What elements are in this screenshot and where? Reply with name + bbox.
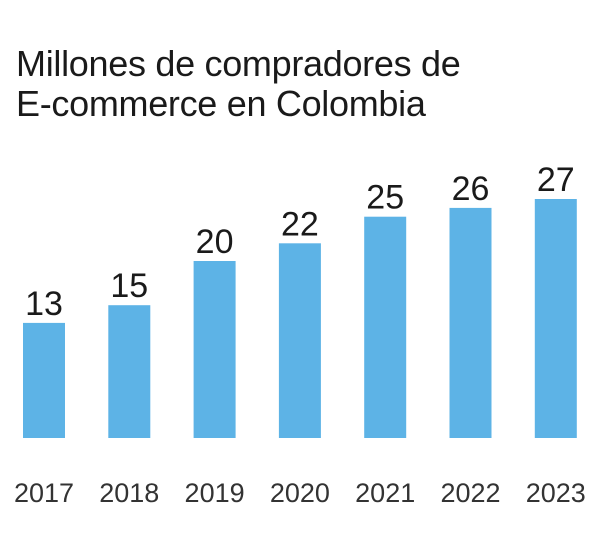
- x-tick-label-2020: 2020: [270, 478, 330, 508]
- bar-2022: [449, 207, 492, 438]
- bar-2023: [534, 199, 577, 438]
- bar-2018: [108, 305, 151, 438]
- x-tick-label-2018: 2018: [99, 478, 159, 508]
- bar-2019: [193, 261, 236, 438]
- data-label-2021: 25: [366, 179, 404, 217]
- data-label-2020: 22: [281, 205, 319, 243]
- bar-2017: [23, 322, 65, 438]
- data-label-2023: 27: [537, 161, 575, 199]
- data-label-2017: 13: [25, 285, 63, 323]
- x-tick-label-2022: 2022: [440, 478, 500, 508]
- x-tick-label-2019: 2019: [185, 478, 245, 508]
- x-tick-label-2017: 2017: [14, 478, 74, 508]
- bar-2021: [364, 216, 407, 438]
- data-label-2022: 26: [452, 170, 490, 208]
- x-tick-label-2023: 2023: [526, 478, 586, 508]
- x-tick-label-2021: 2021: [355, 478, 415, 508]
- data-label-2019: 20: [196, 223, 234, 261]
- data-label-2018: 15: [110, 267, 148, 305]
- chart-title: Millones de compradores de E-commerce en…: [16, 43, 461, 124]
- bar-2020: [278, 243, 321, 438]
